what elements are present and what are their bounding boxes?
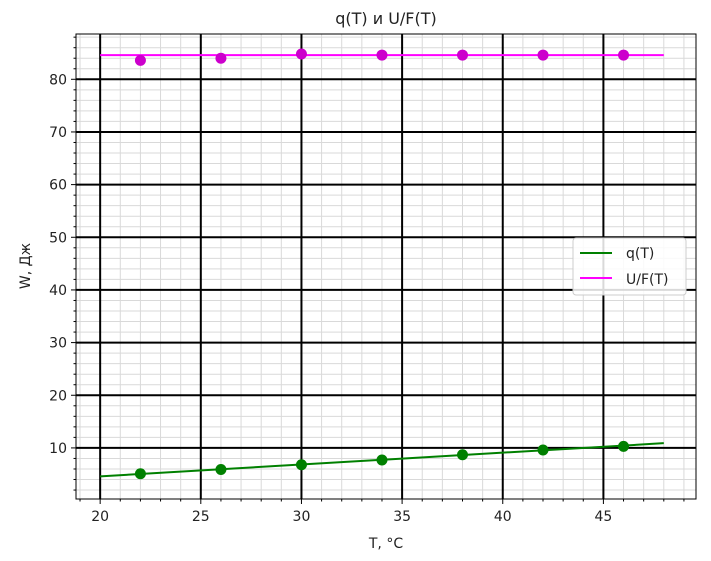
y-tick-label: 70: [49, 125, 67, 141]
data-point-uf: [134, 54, 146, 66]
data-point-q: [456, 449, 468, 461]
y-tick-label: 50: [49, 230, 67, 246]
chart-title: q(T) и U/F(T): [335, 9, 437, 28]
axes: 20 25 30 35 40 45 10 20 30 40 50 60 70 80: [49, 36, 685, 525]
x-tick-label: 35: [393, 509, 411, 525]
legend-label-q: q(T): [626, 246, 654, 262]
x-tick-label: 30: [293, 509, 311, 525]
data-point-q: [134, 468, 146, 480]
y-tick-label: 20: [49, 388, 67, 404]
data-point-uf: [295, 48, 307, 60]
data-point-q: [618, 440, 630, 452]
grid: [76, 34, 696, 499]
legend: q(T) U/F(T): [572, 237, 687, 296]
x-tick-label: 45: [594, 509, 612, 525]
x-tick-label: 25: [192, 509, 210, 525]
data-point-uf: [618, 49, 630, 61]
data-point-q: [537, 444, 549, 456]
data-point-q: [376, 454, 388, 466]
x-tick-label: 20: [91, 509, 109, 525]
plot-frame: [75, 33, 697, 500]
data-point-uf: [456, 49, 468, 61]
data-point-uf: [215, 52, 227, 64]
y-tick-label: 40: [49, 283, 67, 299]
y-tick-label: 80: [49, 72, 67, 88]
y-tick-label: 30: [49, 336, 67, 352]
data-point-q: [215, 464, 227, 476]
x-axis-label: T, °C: [368, 536, 403, 552]
x-tick-label: 40: [494, 509, 512, 525]
y-tick-label: 10: [49, 441, 67, 457]
legend-label-uf: U/F(T): [626, 272, 669, 288]
data-point-q: [295, 459, 307, 471]
y-axis-label: W, Дж: [18, 242, 34, 289]
data-point-uf: [376, 49, 388, 61]
plot-area: [100, 48, 664, 480]
y-tick-label: 60: [49, 178, 67, 194]
data-point-uf: [537, 49, 549, 61]
